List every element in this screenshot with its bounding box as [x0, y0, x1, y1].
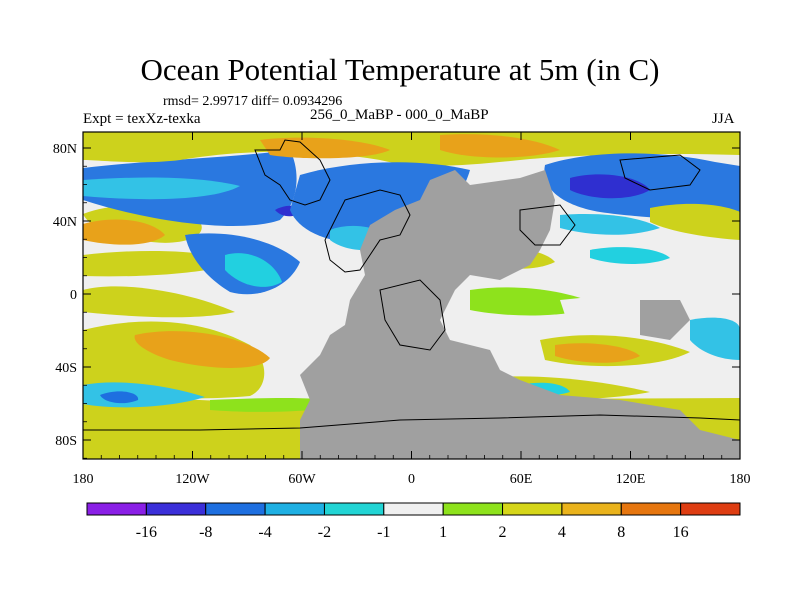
colorbar-swatch — [86, 502, 147, 516]
x-tick-label: 120W — [175, 472, 210, 487]
y-tick-label: 40N — [53, 215, 77, 230]
x-tick-label: 60W — [288, 472, 316, 487]
colorbar-swatch — [502, 502, 563, 516]
central-pacific-cyan-patch — [225, 253, 282, 287]
colorbar-label: -1 — [377, 524, 390, 541]
axis-ticks — [82, 132, 741, 459]
arctic-orange-patch — [260, 137, 390, 159]
northeast-cyan-band — [560, 214, 660, 235]
colorbar-label: 2 — [499, 524, 507, 541]
arctic-orange-patch-east — [440, 134, 560, 158]
x-tick-label: 180 — [730, 472, 751, 487]
colorbar-swatch — [383, 502, 444, 516]
east-coastal-neutral-region — [560, 295, 610, 330]
x-tick-label: 120E — [616, 472, 646, 487]
x-tick-label: 180 — [73, 472, 94, 487]
colorbar-label: 1 — [439, 524, 447, 541]
continent-outline-east — [519, 204, 576, 246]
north-pacific-orange-patch — [83, 219, 165, 245]
y-axis-labels: 80N 40N 0 40S 80S — [53, 142, 77, 449]
colorbar-swatch — [561, 502, 622, 516]
northeast-yellow-patch — [650, 203, 740, 240]
colorbar-swatch — [442, 502, 504, 516]
equatorial-pacific-yellow-band — [83, 286, 235, 318]
colorbar-label: -16 — [136, 524, 157, 541]
continent-outline-central — [324, 189, 411, 273]
landmass-east-island — [640, 300, 690, 340]
colorbar-label: 4 — [558, 524, 566, 541]
landmass-pangea — [300, 170, 740, 459]
east-mid-cyan-patch — [590, 247, 670, 264]
subtitle-label: 256_0_MaBP - 000_0_MaBP — [310, 107, 489, 123]
colorbar-label: -2 — [318, 524, 331, 541]
continent-outline-north — [254, 139, 331, 206]
south-pacific-orange-patch — [134, 331, 270, 368]
season-label: JJA — [712, 111, 735, 127]
colorbar-swatch — [145, 502, 207, 516]
colorbar-swatch — [680, 502, 741, 516]
south-pacific-blue-patch — [100, 391, 139, 404]
far-east-cyan-patch — [690, 317, 740, 360]
north-pacific-cyan-band — [83, 177, 240, 200]
y-tick-label: 80N — [53, 142, 77, 157]
colorbar-swatch — [620, 502, 682, 516]
y-tick-label: 80S — [55, 434, 77, 449]
experiment-label: Expt = texXz-texka — [83, 111, 201, 127]
x-tick-label: 0 — [408, 472, 415, 487]
colorbar — [86, 502, 741, 516]
colorbar-label: -8 — [199, 524, 212, 541]
x-axis-labels: 180 120W 60W 0 60E 120E 180 — [73, 472, 751, 487]
y-tick-label: 40S — [55, 361, 77, 376]
arctic-yellow-band — [83, 132, 740, 166]
colorbar-swatch — [205, 502, 266, 516]
plot-title: Ocean Potential Temperature at 5m (in C) — [140, 52, 660, 87]
colorbar-label: 8 — [617, 524, 625, 541]
southeast-orange-patch — [555, 343, 640, 363]
stats-label: rmsd= 2.99717 diff= 0.0934296 — [163, 94, 343, 109]
colorbar-labels: -16 -8 -4 -2 -1 1 2 4 8 16 — [136, 524, 689, 541]
x-tick-label: 60E — [510, 472, 533, 487]
antarctic-outline — [83, 414, 740, 431]
colorbar-swatch — [264, 502, 325, 516]
y-tick-label: 0 — [70, 288, 77, 303]
colorbar-label: 16 — [673, 524, 689, 541]
map-field — [83, 132, 740, 459]
colorbar-swatch — [323, 502, 385, 516]
continent-outline-south — [379, 279, 446, 351]
colorbar-label: -4 — [258, 524, 271, 541]
continent-outline-northeast — [619, 154, 701, 191]
